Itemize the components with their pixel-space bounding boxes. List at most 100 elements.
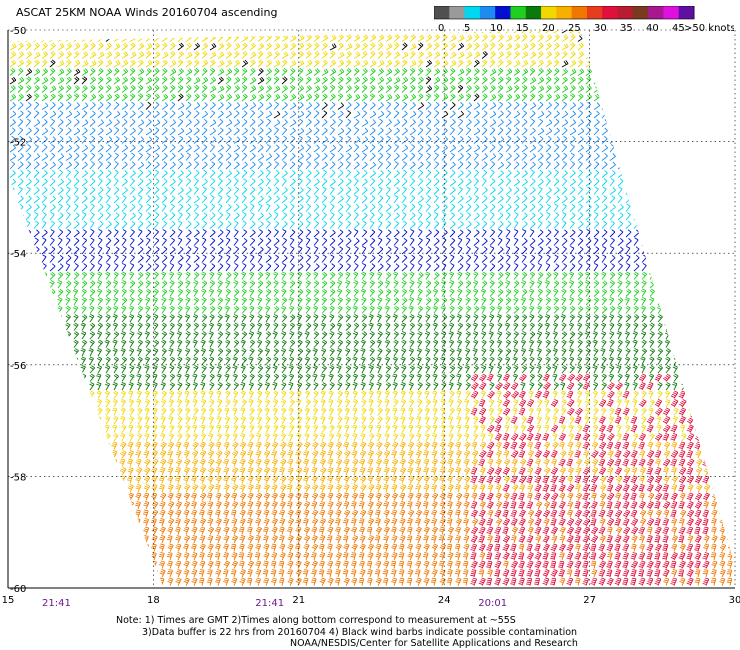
wind-barb <box>440 356 446 365</box>
wind-barb <box>681 186 687 195</box>
wind-barb <box>81 195 88 204</box>
wind-barb <box>352 373 358 382</box>
wind-barb <box>305 203 311 212</box>
wind-barb <box>657 135 664 144</box>
wind-barb <box>689 297 695 306</box>
wind-barb <box>497 59 504 68</box>
wind-barb <box>433 237 440 246</box>
wind-barb <box>17 220 24 229</box>
wind-barb <box>215 484 221 493</box>
wind-barb <box>705 339 712 348</box>
wind-barb <box>137 101 144 110</box>
wind-barb <box>233 271 239 280</box>
wind-barb <box>601 356 607 365</box>
wind-barb <box>185 220 192 229</box>
wind-barb <box>385 127 392 136</box>
wind-barb <box>217 297 224 306</box>
wind-barb <box>160 424 166 433</box>
wind-barb <box>201 331 207 340</box>
wind-barb <box>201 153 208 161</box>
wind-barb <box>353 297 359 306</box>
wind-barb <box>305 339 311 348</box>
wind-barb <box>129 407 135 416</box>
wind-barb <box>713 237 720 246</box>
wind-barb <box>241 76 248 85</box>
wind-barb <box>345 76 352 85</box>
wind-barb <box>191 424 198 433</box>
wind-barb <box>153 67 160 76</box>
wind-barb <box>9 59 17 68</box>
wind-barb <box>304 407 310 416</box>
wind-barb <box>193 118 200 127</box>
wind-barb <box>665 50 672 59</box>
wind-barb <box>704 305 711 314</box>
wind-barb <box>513 263 519 272</box>
wind-barb <box>232 432 238 442</box>
wind-barb <box>177 305 183 314</box>
wind-barb <box>343 441 350 450</box>
wind-barb <box>505 331 512 340</box>
colorbar-tick-label: 25 <box>568 23 581 34</box>
wind-barb <box>401 67 408 76</box>
wind-barb <box>369 263 376 272</box>
wind-barb <box>567 441 574 450</box>
wind-barb <box>81 110 88 119</box>
wind-barb <box>289 178 296 187</box>
wind-barb <box>305 263 311 272</box>
wind-barb <box>8 415 14 425</box>
wind-barb <box>544 322 550 331</box>
wind-barb <box>425 280 432 289</box>
wind-barb <box>601 246 607 255</box>
wind-barb <box>638 432 646 442</box>
wind-barb <box>313 339 320 348</box>
wind-barb <box>145 195 152 204</box>
wind-barb <box>120 450 127 459</box>
wind-barb <box>32 441 39 450</box>
wind-barb <box>417 279 423 289</box>
wind-barb <box>169 152 176 161</box>
wind-barb <box>145 136 153 144</box>
wind-barb <box>361 322 367 331</box>
wind-barb <box>271 449 278 459</box>
wind-barb <box>216 450 223 459</box>
wind-barb <box>249 169 256 178</box>
wind-barb <box>128 305 135 314</box>
wind-barb <box>295 449 302 459</box>
wind-barb <box>713 195 719 204</box>
wind-barb <box>8 339 14 348</box>
wind-barb <box>321 254 327 263</box>
wind-barb <box>393 170 400 178</box>
wind-barb <box>657 195 664 204</box>
wind-barb <box>81 42 89 51</box>
wind-barb <box>97 203 104 212</box>
wind-barb <box>401 364 407 374</box>
wind-barb <box>633 34 641 42</box>
wind-barb <box>17 186 23 195</box>
wind-barb <box>369 195 376 204</box>
wind-barb <box>328 390 334 399</box>
wind-barb <box>721 280 728 289</box>
wind-barb <box>9 67 16 76</box>
wind-barb <box>353 203 360 212</box>
wind-barb <box>305 246 311 255</box>
wind-barb <box>360 432 366 442</box>
wind-barb <box>465 373 471 382</box>
wind-barb <box>321 288 328 297</box>
wind-barb <box>521 203 528 212</box>
wind-barb <box>415 449 422 459</box>
wind-barb <box>345 110 352 119</box>
wind-barb <box>65 186 71 195</box>
wind-barb <box>601 297 607 306</box>
wind-barb <box>81 34 89 42</box>
wind-barb <box>567 373 576 382</box>
wind-barb <box>167 475 174 484</box>
wind-barb <box>257 271 264 280</box>
wind-barb <box>529 271 536 280</box>
wind-barb <box>513 127 520 136</box>
wind-barb <box>600 407 607 416</box>
wind-barb <box>288 347 294 357</box>
wind-barb <box>151 433 158 442</box>
wind-barb <box>729 314 736 323</box>
wind-barb <box>529 246 535 255</box>
